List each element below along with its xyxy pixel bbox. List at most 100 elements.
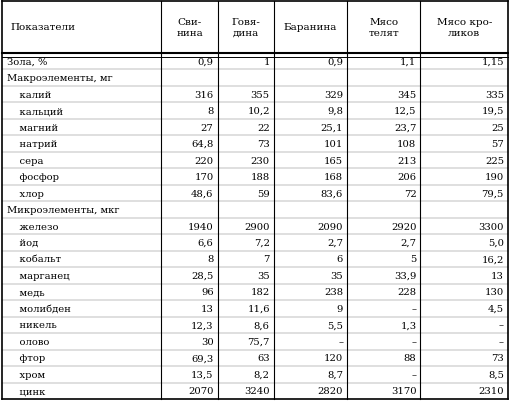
Text: –: –	[411, 304, 416, 313]
Text: 22: 22	[257, 124, 269, 132]
Text: калий: калий	[7, 91, 51, 99]
Text: никель: никель	[7, 320, 56, 330]
Text: 11,6: 11,6	[247, 304, 269, 313]
Text: 25: 25	[490, 124, 503, 132]
Text: натрий: натрий	[7, 140, 58, 149]
Text: 3300: 3300	[477, 222, 503, 231]
Text: 206: 206	[397, 173, 416, 182]
Text: 8,7: 8,7	[326, 370, 343, 379]
Text: 2,7: 2,7	[400, 238, 416, 247]
Text: 9: 9	[336, 304, 343, 313]
Text: Зола, %: Зола, %	[7, 58, 47, 67]
Text: 13,5: 13,5	[191, 370, 213, 379]
Text: 8: 8	[207, 107, 213, 116]
Text: железо: железо	[7, 222, 59, 231]
Text: 8,2: 8,2	[253, 370, 269, 379]
Text: 75,7: 75,7	[247, 337, 269, 346]
Text: 2900: 2900	[244, 222, 269, 231]
Text: Говя-
дина: Говя- дина	[231, 18, 260, 38]
Text: 30: 30	[201, 337, 213, 346]
Text: 329: 329	[323, 91, 343, 99]
Text: 8,5: 8,5	[487, 370, 503, 379]
Text: 1: 1	[263, 58, 269, 67]
Text: 19,5: 19,5	[480, 107, 503, 116]
Text: 316: 316	[194, 91, 213, 99]
Text: 83,6: 83,6	[320, 189, 343, 198]
Text: медь: медь	[7, 288, 45, 297]
Text: 1,1: 1,1	[400, 58, 416, 67]
Text: фосфор: фосфор	[7, 173, 59, 182]
Text: фтор: фтор	[7, 353, 45, 363]
Text: –: –	[337, 337, 343, 346]
Text: Микроэлементы, мкг: Микроэлементы, мкг	[7, 205, 119, 215]
Text: 28,5: 28,5	[191, 271, 213, 280]
Text: 7,2: 7,2	[253, 238, 269, 247]
Text: 2090: 2090	[317, 222, 343, 231]
Text: 355: 355	[250, 91, 269, 99]
Text: Сви-
нина: Сви- нина	[176, 18, 203, 38]
Text: олово: олово	[7, 337, 49, 346]
Text: 190: 190	[484, 173, 503, 182]
Text: 64,8: 64,8	[191, 140, 213, 149]
Text: 108: 108	[397, 140, 416, 149]
Text: 33,9: 33,9	[393, 271, 416, 280]
Text: –: –	[498, 320, 503, 330]
Text: 96: 96	[201, 288, 213, 297]
Text: 25,1: 25,1	[320, 124, 343, 132]
Text: 8: 8	[207, 255, 213, 264]
Text: –: –	[411, 370, 416, 379]
Text: –: –	[498, 337, 503, 346]
Text: Мясо кро-
ликов: Мясо кро- ликов	[436, 18, 491, 38]
Text: 6: 6	[336, 255, 343, 264]
Text: 16,2: 16,2	[480, 255, 503, 264]
Text: 73: 73	[490, 353, 503, 363]
Text: йод: йод	[7, 238, 38, 247]
Text: 0,9: 0,9	[326, 58, 343, 67]
Text: 79,5: 79,5	[480, 189, 503, 198]
Text: 101: 101	[323, 140, 343, 149]
Text: марганец: марганец	[7, 271, 70, 280]
Text: 2920: 2920	[390, 222, 416, 231]
Text: 182: 182	[250, 288, 269, 297]
Text: 2,7: 2,7	[326, 238, 343, 247]
Text: 12,3: 12,3	[191, 320, 213, 330]
Text: 10,2: 10,2	[247, 107, 269, 116]
Text: Мясо
телят: Мясо телят	[367, 18, 399, 38]
Text: хлор: хлор	[7, 189, 44, 198]
Text: 165: 165	[323, 156, 343, 165]
Text: 57: 57	[490, 140, 503, 149]
Text: 1,15: 1,15	[480, 58, 503, 67]
Text: 1940: 1940	[187, 222, 213, 231]
Text: 170: 170	[194, 173, 213, 182]
Text: 27: 27	[201, 124, 213, 132]
Text: 4,5: 4,5	[487, 304, 503, 313]
Text: 13: 13	[490, 271, 503, 280]
Text: 12,5: 12,5	[393, 107, 416, 116]
Text: цинк: цинк	[7, 386, 45, 395]
Text: 23,7: 23,7	[393, 124, 416, 132]
Text: 9,8: 9,8	[326, 107, 343, 116]
Text: 168: 168	[323, 173, 343, 182]
Text: Баранина: Баранина	[283, 23, 336, 32]
Text: 5,0: 5,0	[487, 238, 503, 247]
Text: 2820: 2820	[317, 386, 343, 395]
Text: сера: сера	[7, 156, 43, 165]
Text: 1,3: 1,3	[400, 320, 416, 330]
Text: 238: 238	[323, 288, 343, 297]
Text: 7: 7	[263, 255, 269, 264]
Text: Макроэлементы, мг: Макроэлементы, мг	[7, 74, 112, 83]
Text: 5,5: 5,5	[326, 320, 343, 330]
Text: 72: 72	[403, 189, 416, 198]
Text: 345: 345	[397, 91, 416, 99]
Text: 225: 225	[484, 156, 503, 165]
Text: 13: 13	[200, 304, 213, 313]
Text: 59: 59	[257, 189, 269, 198]
Text: 6,6: 6,6	[197, 238, 213, 247]
Text: 220: 220	[194, 156, 213, 165]
Text: –: –	[411, 337, 416, 346]
Text: 35: 35	[257, 271, 269, 280]
Text: 120: 120	[323, 353, 343, 363]
Text: 230: 230	[250, 156, 269, 165]
Text: кальций: кальций	[7, 107, 63, 116]
Text: 0,9: 0,9	[197, 58, 213, 67]
